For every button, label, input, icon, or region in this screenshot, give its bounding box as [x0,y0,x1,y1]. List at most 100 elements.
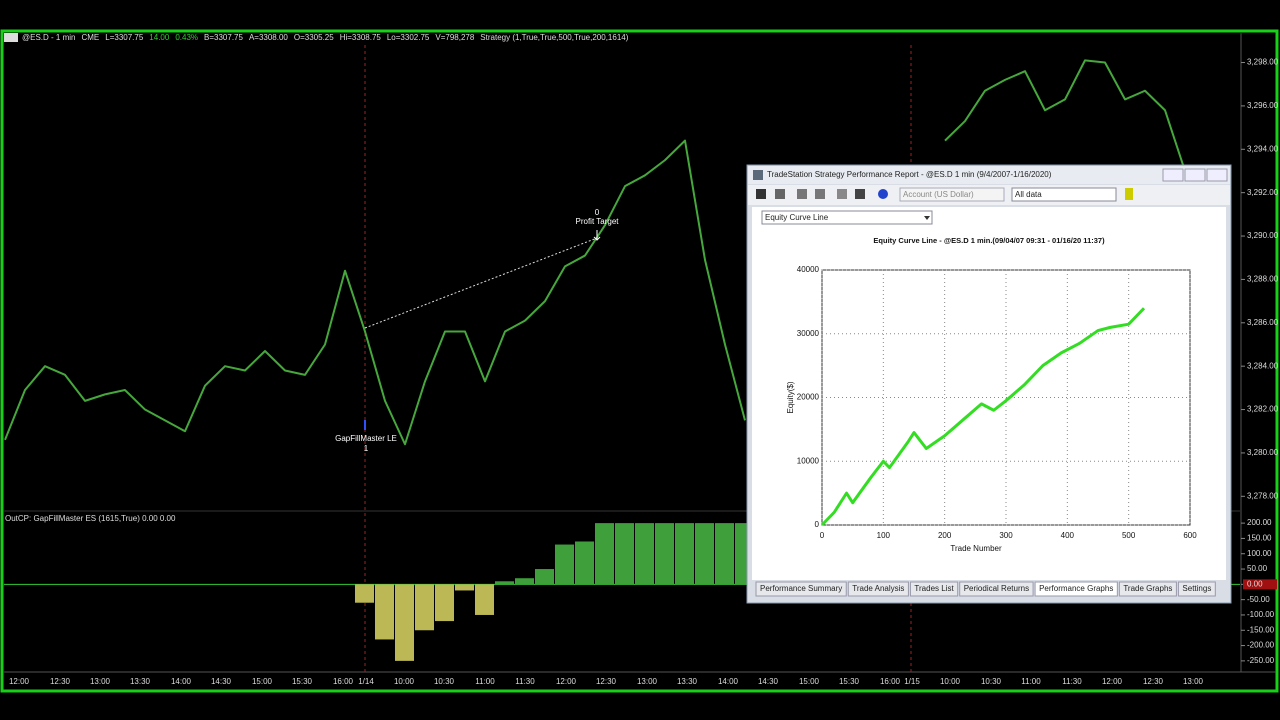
x-tick-label: 200 [938,531,952,540]
tab-label: Trade Graphs [1123,584,1172,593]
time-label: 14:00 [171,677,192,686]
tab[interactable] [847,581,909,597]
y-tick-label: 10000 [797,456,820,465]
indicator-bar [635,523,654,585]
time-label: 16:00 [333,677,354,686]
indicator-label: OutCP: GapFillMaster ES (1615,True) 0.00… [5,514,176,523]
indicator-bar [575,541,594,585]
tab-bar: Performance Summary Trade Analysis Trades … [755,581,1216,597]
tab[interactable] [1118,581,1177,597]
price-tick-label: 3,286.00 [1247,318,1279,327]
indicator-tick-label: 200.00 [1247,518,1272,527]
indicator-bar [715,523,734,585]
save-button[interactable] [756,189,766,199]
time-label: 11:00 [475,677,495,686]
symbol-icon [4,33,18,42]
header-item: 14.00 [149,33,170,42]
time-label: 13:00 [637,677,658,686]
x-tick-label: 300 [999,531,1013,540]
y-tick-label: 0 [815,520,820,529]
indicator-bar [455,584,474,591]
indicator-bar [435,584,454,622]
time-label: 15:00 [252,677,273,686]
indicator-bar [495,581,514,585]
time-label: 1/14 [358,677,374,686]
print-button[interactable] [775,189,785,199]
price-tick-label: 3,278.00 [1247,491,1279,500]
title-bar [748,166,1230,184]
price-line [944,59,1226,222]
time-label: 12:00 [9,677,30,686]
zero-marker [1243,579,1277,590]
indicator-tick-label: -150.00 [1247,625,1275,634]
time-label: 10:30 [434,677,455,686]
entry-count: 1 [364,444,369,453]
indicator-bar [595,523,614,585]
tab[interactable] [755,581,847,597]
font-down-button[interactable] [837,189,847,199]
indicator-bar [355,584,374,603]
x-tick-label: 400 [1061,531,1075,540]
close-button[interactable] [1206,168,1228,182]
indicator-tick-label: 150.00 [1247,534,1272,543]
header-item: 0.43% [175,33,198,42]
account-text: Account (US Dollar) [903,190,974,199]
exit-arrow [593,230,601,241]
window-title: TradeStation Strategy Performance Report… [767,170,1052,179]
price-tick-label: 3,298.00 [1247,58,1279,67]
equity-line [820,307,1146,527]
time-label: 16:00 [880,677,901,686]
time-label: 14:30 [211,677,232,686]
indicator-bar [415,584,434,631]
tab[interactable] [959,581,1034,597]
tab[interactable] [1034,581,1118,597]
header: @ES.D - 1 min CME L=3307.75 14.00 0.43% B=330… [22,33,629,42]
y-tick-label: 20000 [797,393,820,402]
header-item: V=798,278 [435,33,474,42]
header-item: A=3308.00 [249,33,288,42]
indicator-tick-label: -200.00 [1247,641,1275,650]
copy-button[interactable] [815,189,825,199]
time-label: 14:00 [718,677,739,686]
time-axis: 12:00 12:30 13:00 13:30 14:00 14:30 15:00 15:30… [9,677,1204,686]
tab-label: Performance Summary [760,584,842,593]
dropdown-arrow [924,216,930,220]
header-item: B=3307.75 [204,33,243,42]
time-label: 11:30 [515,677,535,686]
x-axis-label: Trade Number [950,544,1002,553]
range-dropdown[interactable] [1011,187,1117,202]
time-label: 12:00 [1102,677,1123,686]
help-button[interactable] [1125,188,1133,200]
exit-label: Profit Target [576,217,620,226]
minimize-button[interactable] [1162,168,1184,182]
header-item: Lo=3302.75 [387,33,430,42]
refresh-button[interactable] [797,189,807,199]
time-label: 10:00 [940,677,961,686]
time-label: 1/15 [904,677,920,686]
time-label: 11:00 [1021,677,1041,686]
price-line [4,139,746,446]
time-label: 15:30 [292,677,313,686]
tab[interactable] [909,581,959,597]
tab-label: Settings [1182,584,1211,593]
account-dropdown[interactable] [899,187,1005,202]
indicator-tick-label: -250.00 [1247,656,1275,665]
entry-label: GapFillMaster LE [335,434,397,443]
graph-type-dropdown[interactable] [761,210,933,225]
maximize-button[interactable] [1184,168,1206,182]
graph-type-text: Equity Curve Line [765,213,829,222]
time-label: 10:00 [394,677,415,686]
tab-label: Periodical Returns [964,584,1029,593]
font-up-button[interactable] [855,189,865,199]
price-tick-label: 3,290.00 [1247,231,1279,240]
price-tick-label: 3,288.00 [1247,275,1279,284]
x-tick-label: 600 [1183,531,1197,540]
y-tick-label: 40000 [797,265,820,274]
indicator-bar [675,523,694,585]
time-label: 12:30 [596,677,617,686]
report-window: TradeStation Strategy Performance Report… [746,164,1232,604]
x-tick-label: 100 [877,531,891,540]
tab[interactable] [1177,581,1216,597]
settings-button[interactable] [878,189,888,199]
